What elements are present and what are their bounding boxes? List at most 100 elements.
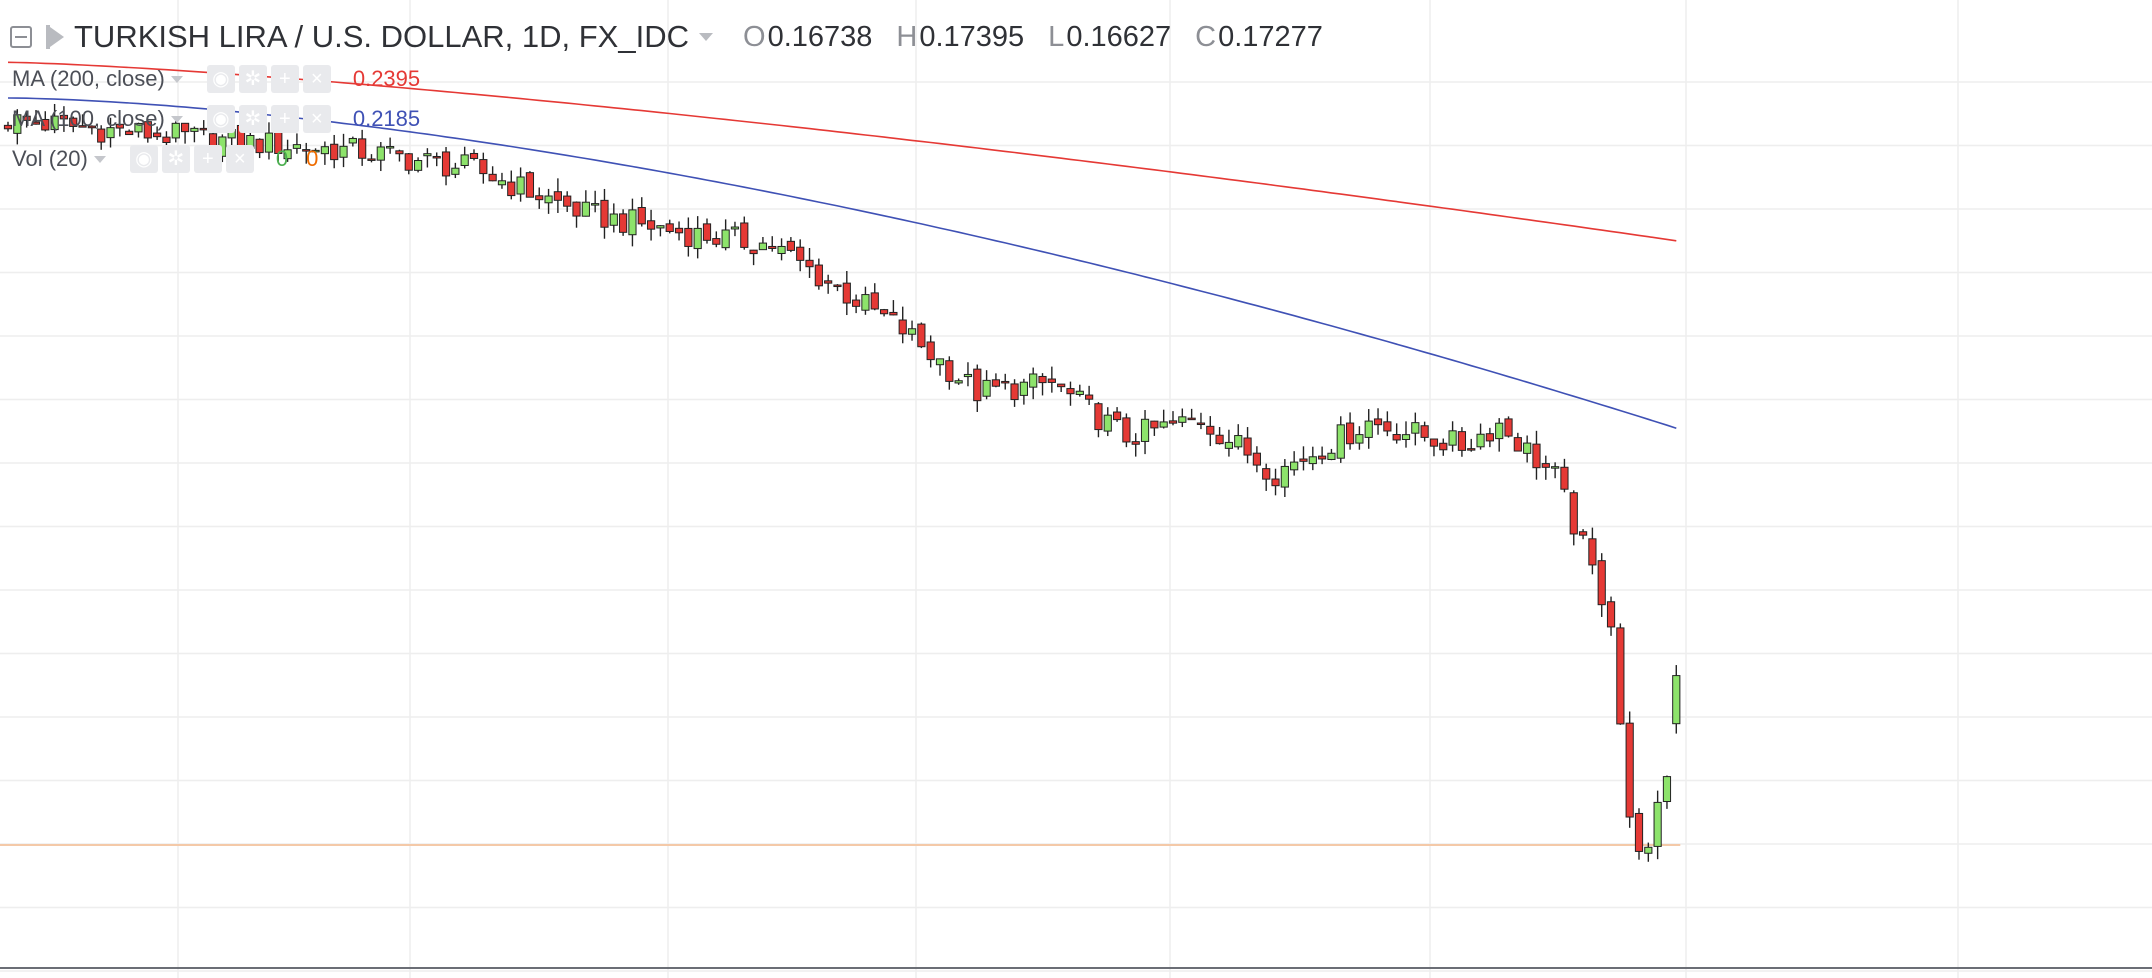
candle-down (143, 121, 152, 139)
plus-icon[interactable]: + (270, 65, 299, 93)
candle-up (451, 167, 460, 175)
candle-down (1112, 411, 1122, 421)
ma200-label[interactable]: MA (200, close) (12, 66, 165, 91)
candle-down (600, 199, 609, 228)
candle-down (870, 292, 879, 310)
candle-down (1196, 422, 1206, 426)
candle-up (1448, 430, 1457, 446)
indicator-ma200[interactable]: MA (200, close) ◉ ✲ + × 0.2395 (12, 64, 420, 94)
candle-down (712, 238, 721, 245)
candle-down (1485, 433, 1494, 442)
candle-down (1131, 441, 1140, 445)
candle-up (1234, 435, 1243, 448)
candle-up (292, 144, 302, 149)
candle-down (22, 115, 31, 121)
candle-up (1280, 465, 1289, 488)
candle-up (1140, 418, 1150, 442)
eye-icon[interactable]: ◉ (206, 105, 235, 133)
gear-icon[interactable]: ✲ (238, 105, 267, 133)
candle-down (917, 323, 926, 348)
candle-down (358, 138, 367, 159)
gear-icon[interactable]: ✲ (238, 65, 267, 93)
candle-down (833, 284, 842, 288)
candle-down (302, 149, 311, 152)
candle-down (1578, 531, 1588, 536)
candle-down (1187, 417, 1196, 421)
close-icon[interactable]: × (225, 145, 254, 173)
open-value: 0.16738 (767, 20, 873, 53)
eye-icon[interactable]: ◉ (129, 145, 158, 173)
candle-up (1327, 452, 1336, 460)
candle-up (339, 145, 348, 158)
candle-up (423, 153, 432, 157)
candle-up (1075, 390, 1084, 395)
chevron-down-icon[interactable] (699, 33, 713, 41)
candle-down (488, 173, 497, 182)
candle-up (1523, 442, 1532, 454)
candle-down (535, 195, 544, 201)
candle-down (1243, 437, 1252, 456)
flag-icon[interactable] (46, 25, 66, 49)
candle-down (1206, 425, 1215, 435)
candle-down (87, 125, 96, 129)
candles (3, 103, 1681, 862)
candle-down (553, 191, 562, 201)
candle-down (1299, 458, 1308, 462)
candle-up (1551, 466, 1560, 469)
candle-down (898, 319, 907, 335)
candle-down (125, 130, 134, 136)
candle-up (283, 149, 292, 160)
candle-down (78, 125, 87, 128)
candle-down (768, 245, 777, 249)
candle-down (1625, 722, 1634, 818)
candle-down (1383, 421, 1392, 432)
ohlc-readout: O 0.16738 H 0.17395 L 0.16627 C 0.17277 (743, 21, 1347, 54)
candle-down (1085, 394, 1094, 400)
candle-up (1644, 846, 1653, 854)
ma100-value: 0.2185 (352, 106, 421, 131)
close-icon[interactable]: × (302, 65, 331, 93)
candle-down (1215, 434, 1224, 445)
candle-down (1168, 420, 1178, 424)
candle-down (41, 118, 50, 131)
candle-up (1653, 801, 1662, 847)
chevron-down-icon[interactable] (170, 75, 183, 83)
candle-down (1588, 538, 1597, 566)
candle-up (386, 146, 395, 149)
candle-up (1159, 421, 1168, 428)
indicator-ma100[interactable]: MA (100, close) ◉ ✲ + × 0.2185 (12, 104, 420, 134)
candle-up (935, 358, 945, 366)
gear-icon[interactable]: ✲ (161, 145, 190, 173)
candle-down (469, 152, 479, 159)
candle-down (619, 213, 628, 233)
chevron-down-icon[interactable] (93, 155, 106, 163)
candle-down (367, 158, 376, 161)
candle-down (814, 264, 823, 287)
candle-up (1364, 420, 1373, 438)
plus-icon[interactable]: + (193, 145, 222, 173)
candle-up (861, 294, 870, 311)
candle-down (1001, 380, 1010, 384)
candle-down (1532, 443, 1541, 469)
close-value: 0.17277 (1218, 20, 1323, 53)
plus-icon[interactable]: + (270, 105, 299, 133)
candle-down (1439, 442, 1448, 451)
candle-up (609, 213, 618, 226)
close-key: C (1195, 20, 1217, 53)
candle-down (1420, 425, 1429, 438)
close-icon[interactable]: × (302, 105, 331, 133)
chevron-down-icon[interactable] (170, 115, 183, 123)
candle-down (563, 195, 572, 207)
collapse-icon[interactable] (10, 26, 32, 48)
candle-up (628, 209, 637, 236)
candle-down (404, 153, 413, 171)
ma100-label[interactable]: MA (100, close) (12, 106, 165, 131)
volume-label[interactable]: Vol (20) (12, 146, 88, 171)
candle-down (1345, 422, 1355, 445)
symbol-title[interactable]: TURKISH LIRA / U.S. DOLLAR, 1D, FX_IDC (74, 19, 689, 54)
eye-icon[interactable]: ◉ (206, 65, 235, 93)
indicator-volume[interactable]: Vol (20) ◉ ✲ + × 0 0 (12, 144, 318, 174)
